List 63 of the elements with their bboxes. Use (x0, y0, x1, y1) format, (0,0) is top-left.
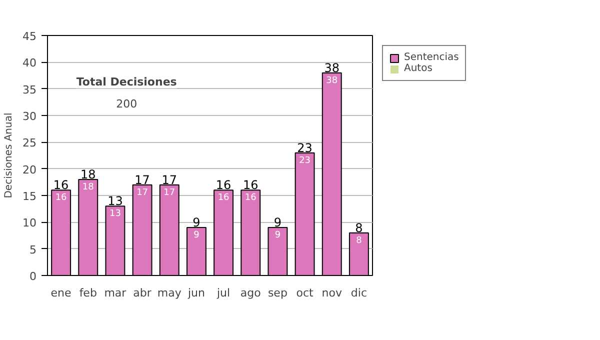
data-label: 16 (218, 193, 230, 204)
total-label: 16 (216, 178, 232, 192)
data-label: 16 (244, 193, 257, 204)
x-tick-label: jun (186, 286, 205, 300)
y-tick-label: 25 (22, 136, 37, 150)
y-tick-label: 35 (22, 83, 37, 96)
bar (214, 190, 234, 276)
y-tick-label: 40 (22, 56, 37, 70)
legend-label: Autos (404, 63, 432, 74)
total-label: 13 (108, 194, 123, 208)
data-label: 18 (82, 182, 94, 192)
total-label: 8 (355, 220, 363, 235)
total-label: 17 (134, 172, 150, 187)
data-label: 23 (299, 156, 311, 166)
y-axis-title: Decisiones Anual (4, 112, 15, 198)
x-tick-label: may (157, 286, 182, 300)
total-label: 23 (297, 140, 312, 155)
y-tick-label: 45 (22, 30, 37, 43)
total-label: 17 (162, 172, 178, 187)
annotation: Total Decisiones (76, 75, 178, 88)
x-tick-label: jul (216, 286, 230, 300)
x-tick-label: oct (296, 286, 314, 300)
y-tick-label: 0 (30, 270, 36, 283)
x-tick-label: ago (240, 286, 262, 300)
y-tick-label: 15 (22, 190, 37, 203)
data-label: 8 (356, 236, 362, 246)
total-label: 9 (192, 216, 200, 230)
data-label: 9 (274, 230, 281, 240)
bar (186, 227, 206, 276)
x-tick-label: sep (268, 286, 288, 300)
total-label: 38 (324, 60, 340, 75)
data-label: 9 (194, 230, 200, 240)
y-tick-label: 30 (22, 110, 37, 123)
bar (294, 152, 315, 276)
data-label: 13 (109, 209, 121, 220)
y-tick-label: 5 (30, 243, 36, 256)
total-label: 9 (274, 216, 282, 230)
x-tick-label: mar (104, 286, 127, 300)
y-tick-label: 20 (22, 163, 37, 176)
bar (268, 227, 288, 276)
total-label: 18 (80, 168, 96, 182)
bar (348, 232, 369, 276)
total-label: 16 (242, 178, 258, 192)
bar (159, 184, 180, 276)
x-tick-label: dic (350, 286, 368, 300)
x-tick-label: abr (133, 286, 152, 300)
x-tick-label: ene (50, 286, 72, 300)
data-label: 38 (326, 76, 338, 86)
bar (132, 184, 152, 276)
data-label: 16 (55, 193, 68, 204)
data-label: 17 (136, 188, 148, 198)
x-tick-label: nov (322, 286, 342, 300)
bar (240, 190, 261, 276)
data-label: 17 (164, 188, 176, 198)
bar (105, 206, 126, 276)
bar (51, 190, 72, 276)
bar (78, 179, 98, 276)
annotation: 200 (116, 98, 138, 110)
y-tick-label: 10 (22, 216, 37, 230)
bar (322, 72, 342, 276)
total-label: 16 (53, 178, 69, 192)
legend-label: Sentencias (404, 52, 459, 63)
x-tick-label: feb (79, 286, 97, 300)
